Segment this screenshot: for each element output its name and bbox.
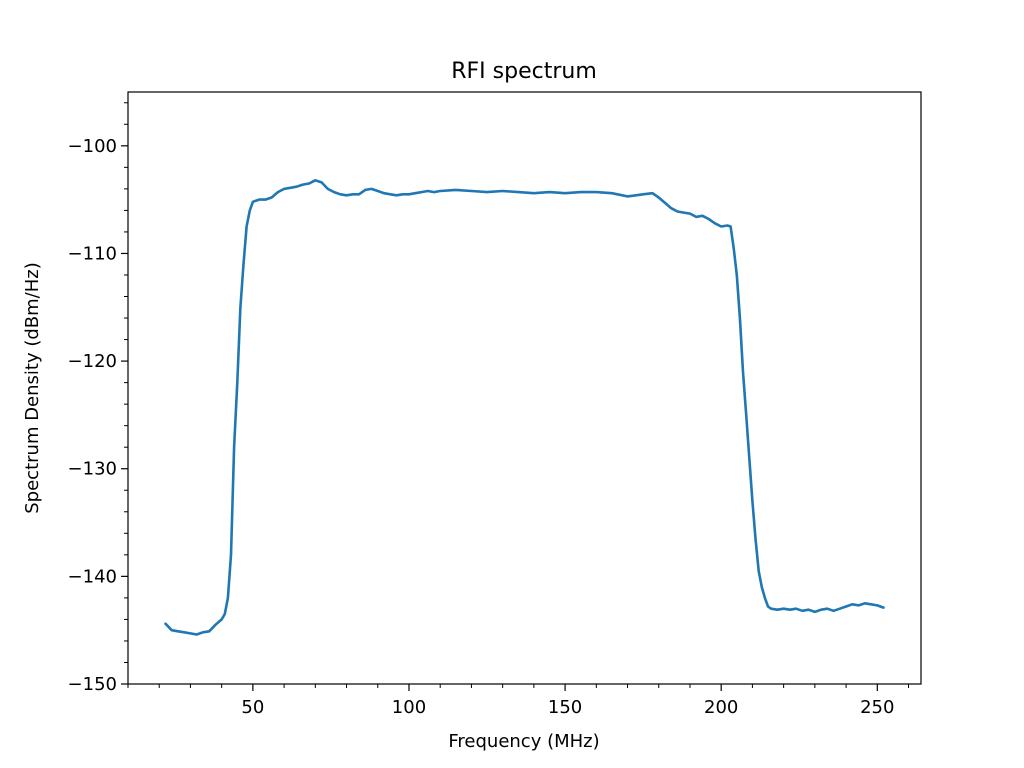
x-tick-label: 100 <box>392 697 426 718</box>
y-tick-label: −150 <box>68 674 117 695</box>
ticks-layer: 50 100 150 200 250 −150 −140 −130 −120 −110 −100 <box>68 102 910 718</box>
x-tick-label: 150 <box>548 697 582 718</box>
y-tick-label: −140 <box>68 566 117 587</box>
x-axis-label: Frequency (MHz) <box>448 731 599 752</box>
y-tick-label: −100 <box>68 136 117 157</box>
x-tick-label: 50 <box>241 697 264 718</box>
series-line-0 <box>164 179 885 636</box>
y-tick-label: −110 <box>68 243 117 264</box>
y-tick-label: −120 <box>68 351 117 372</box>
y-tick-label: −130 <box>68 459 117 480</box>
x-tick-label: 200 <box>704 697 738 718</box>
x-tick-label: 250 <box>860 697 894 718</box>
chart-title: RFI spectrum <box>451 59 597 84</box>
plot-area-frame <box>127 91 922 685</box>
y-axis-label: Spectrum Density (dBm/Hz) <box>22 262 43 514</box>
series-layer <box>164 179 885 636</box>
